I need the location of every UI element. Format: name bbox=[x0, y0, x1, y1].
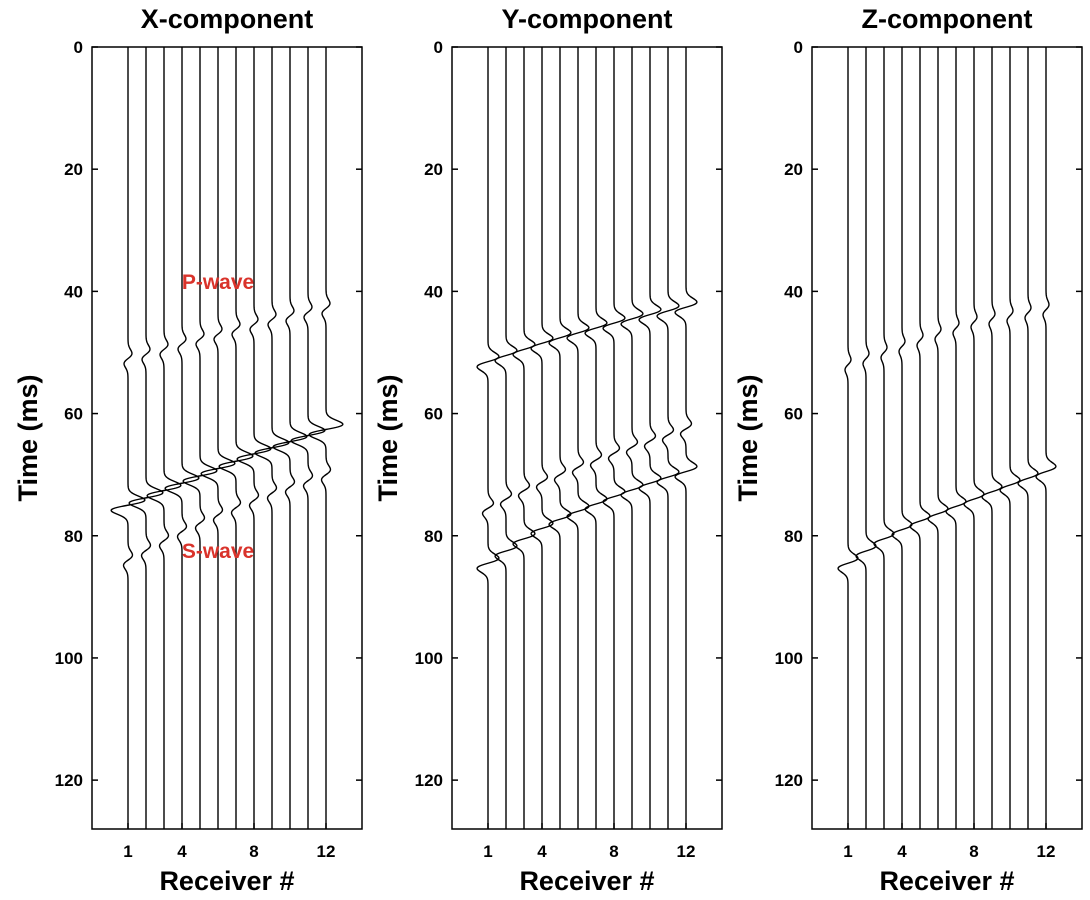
panel-title: Z-component bbox=[862, 4, 1033, 34]
trace-receiver-2 bbox=[494, 46, 518, 830]
y-axis-label: Time (ms) bbox=[13, 374, 43, 501]
trace-receiver-3 bbox=[512, 46, 536, 830]
x-axis-label: Receiver # bbox=[519, 866, 654, 896]
trace-receiver-12 bbox=[1035, 46, 1057, 830]
x-tick-label: 12 bbox=[1037, 842, 1056, 861]
trace-receiver-3 bbox=[146, 46, 182, 830]
panel-y-component: Y-component Time (ms) Receiver # 0 20 40 60 80 1… bbox=[373, 4, 723, 896]
x-tick-label: 8 bbox=[249, 842, 258, 861]
y-tick-label: 80 bbox=[424, 527, 443, 546]
x-tick-label: 1 bbox=[483, 842, 492, 861]
y-tick-label: 120 bbox=[55, 771, 83, 790]
trace-receiver-6 bbox=[927, 46, 949, 830]
trace-receiver-11 bbox=[1017, 46, 1039, 830]
trace-receiver-4 bbox=[164, 46, 200, 830]
x-axis-label: Receiver # bbox=[879, 866, 1014, 896]
trace-receiver-5 bbox=[182, 46, 218, 830]
y-tick-label: 100 bbox=[775, 649, 803, 668]
trace-receiver-10 bbox=[272, 46, 308, 830]
y-tick-label: 20 bbox=[424, 160, 443, 179]
trace-receiver-3 bbox=[873, 46, 895, 830]
trace-receiver-2 bbox=[128, 46, 164, 830]
x-tick-label: 4 bbox=[177, 842, 187, 861]
trace-receiver-9 bbox=[620, 46, 644, 830]
trace-receiver-1 bbox=[110, 46, 146, 830]
x-axis-label: Receiver # bbox=[159, 866, 294, 896]
x-tick-label: 8 bbox=[609, 842, 618, 861]
panel-title: X-component bbox=[141, 4, 314, 34]
y-tick-label: 20 bbox=[784, 160, 803, 179]
trace-receiver-5 bbox=[909, 46, 931, 830]
trace-receiver-4 bbox=[530, 46, 554, 830]
y-tick-label: 20 bbox=[64, 160, 83, 179]
panel-x-component: X-component Time (ms) Receiver # 0 20 40 60 80 1… bbox=[13, 4, 363, 896]
trace-receiver-9 bbox=[981, 46, 1003, 830]
trace-receiver-9 bbox=[254, 46, 290, 830]
trace-receiver-7 bbox=[584, 46, 608, 830]
plot-frame bbox=[451, 46, 723, 830]
trace-receiver-6 bbox=[200, 46, 236, 830]
y-tick-label: 100 bbox=[415, 649, 443, 668]
trace-receiver-1 bbox=[837, 46, 859, 830]
y-tick-label: 120 bbox=[415, 771, 443, 790]
y-tick-label: 40 bbox=[424, 282, 443, 301]
x-tick-label: 4 bbox=[537, 842, 547, 861]
trace-receiver-8 bbox=[602, 46, 626, 830]
trace-receiver-12 bbox=[674, 46, 698, 830]
y-axis-label: Time (ms) bbox=[373, 374, 403, 501]
trace-receiver-12 bbox=[308, 46, 344, 830]
trace-receiver-11 bbox=[290, 46, 326, 830]
y-tick-label: 0 bbox=[794, 38, 803, 57]
trace-receiver-4 bbox=[891, 46, 913, 830]
trace-receiver-2 bbox=[855, 46, 877, 830]
trace-receiver-10 bbox=[999, 46, 1021, 830]
trace-receiver-7 bbox=[218, 46, 254, 830]
y-tick-label: 100 bbox=[55, 649, 83, 668]
plot-frame bbox=[811, 46, 1083, 830]
y-tick-label: 40 bbox=[784, 282, 803, 301]
trace-receiver-8 bbox=[963, 46, 985, 830]
annotation-s-wave: S-wave bbox=[182, 540, 254, 563]
y-tick-label: 0 bbox=[74, 38, 83, 57]
trace-receiver-11 bbox=[656, 46, 680, 830]
panel-z-component: Z-component Time (ms) Receiver # 0 20 40 60 80 1… bbox=[733, 4, 1083, 896]
x-tick-label: 12 bbox=[317, 842, 336, 861]
y-tick-label: 120 bbox=[775, 771, 803, 790]
trace-receiver-5 bbox=[548, 46, 572, 830]
trace-receiver-7 bbox=[945, 46, 967, 830]
y-tick-label: 80 bbox=[784, 527, 803, 546]
x-tick-label: 1 bbox=[843, 842, 852, 861]
trace-receiver-1 bbox=[476, 46, 500, 830]
trace-receiver-10 bbox=[638, 46, 662, 830]
panel-title: Y-component bbox=[501, 4, 672, 34]
y-tick-label: 60 bbox=[784, 405, 803, 424]
x-tick-label: 8 bbox=[969, 842, 978, 861]
trace-receiver-8 bbox=[236, 46, 272, 830]
y-tick-label: 60 bbox=[424, 405, 443, 424]
plot-frame bbox=[91, 46, 363, 830]
y-tick-label: 60 bbox=[64, 405, 83, 424]
y-tick-label: 0 bbox=[434, 38, 443, 57]
y-tick-label: 40 bbox=[64, 282, 83, 301]
y-axis-label: Time (ms) bbox=[733, 374, 763, 501]
trace-receiver-6 bbox=[566, 46, 590, 830]
x-tick-label: 12 bbox=[677, 842, 696, 861]
x-tick-label: 4 bbox=[897, 842, 907, 861]
y-tick-label: 80 bbox=[64, 527, 83, 546]
annotation-p-wave: P-wave bbox=[182, 271, 254, 294]
x-tick-label: 1 bbox=[123, 842, 132, 861]
